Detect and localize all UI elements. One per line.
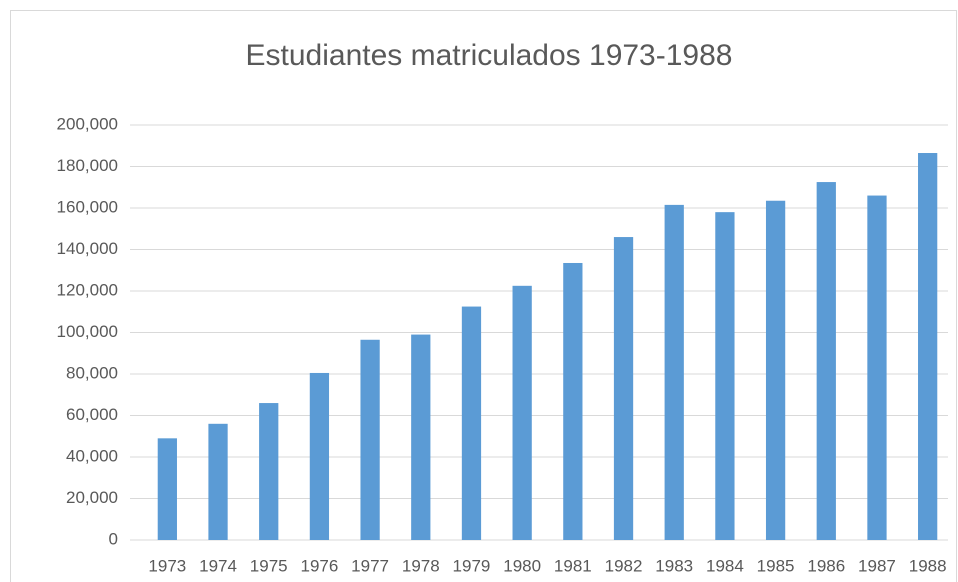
bar (259, 403, 279, 540)
y-tick-label: 200,000 (57, 114, 118, 133)
chart-title: Estudiantes matriculados 1973-1988 (246, 39, 733, 72)
y-tick-label: 0 (109, 529, 118, 548)
x-tick-label: 1986 (807, 556, 845, 575)
bar (664, 204, 684, 540)
y-tick-label: 180,000 (57, 156, 118, 175)
bar (309, 372, 330, 540)
chart-frame (10, 10, 957, 582)
y-tick-label: 40,000 (66, 446, 118, 465)
y-tick-label: 160,000 (57, 197, 118, 216)
x-tick-label: 1979 (453, 556, 491, 575)
y-tick-label: 20,000 (66, 488, 118, 507)
x-tick-label: 1978 (402, 556, 440, 575)
y-tick-label: 80,000 (66, 363, 118, 382)
x-tick-label: 1975 (250, 556, 288, 575)
bar (563, 262, 583, 540)
x-tick-label: 1987 (858, 556, 896, 575)
x-tick-label: 1985 (757, 556, 795, 575)
x-tick-label: 1974 (199, 556, 237, 575)
x-tick-label: 1981 (554, 556, 592, 575)
bar (867, 195, 887, 541)
x-tick-label: 1982 (605, 556, 643, 575)
x-tick-label: 1983 (655, 556, 693, 575)
bar (411, 334, 431, 540)
x-tick-label: 1973 (148, 556, 186, 575)
bar (461, 306, 482, 540)
bar (918, 153, 938, 540)
x-tick-label: 1988 (909, 556, 947, 575)
x-tick-label: 1976 (300, 556, 338, 575)
bar (715, 212, 735, 540)
y-tick-label: 60,000 (66, 405, 118, 424)
bar (512, 285, 532, 540)
y-tick-label: 140,000 (57, 239, 118, 258)
bar (765, 200, 786, 541)
bar (360, 339, 380, 540)
x-tick-label: 1980 (503, 556, 541, 575)
y-tick-label: 120,000 (57, 280, 118, 299)
x-tick-label: 1977 (351, 556, 389, 575)
bar (208, 423, 228, 540)
x-tick-label: 1984 (706, 556, 744, 575)
bar (613, 237, 634, 541)
y-tick-label: 100,000 (57, 322, 118, 341)
bar (816, 182, 836, 540)
bar (157, 438, 177, 540)
